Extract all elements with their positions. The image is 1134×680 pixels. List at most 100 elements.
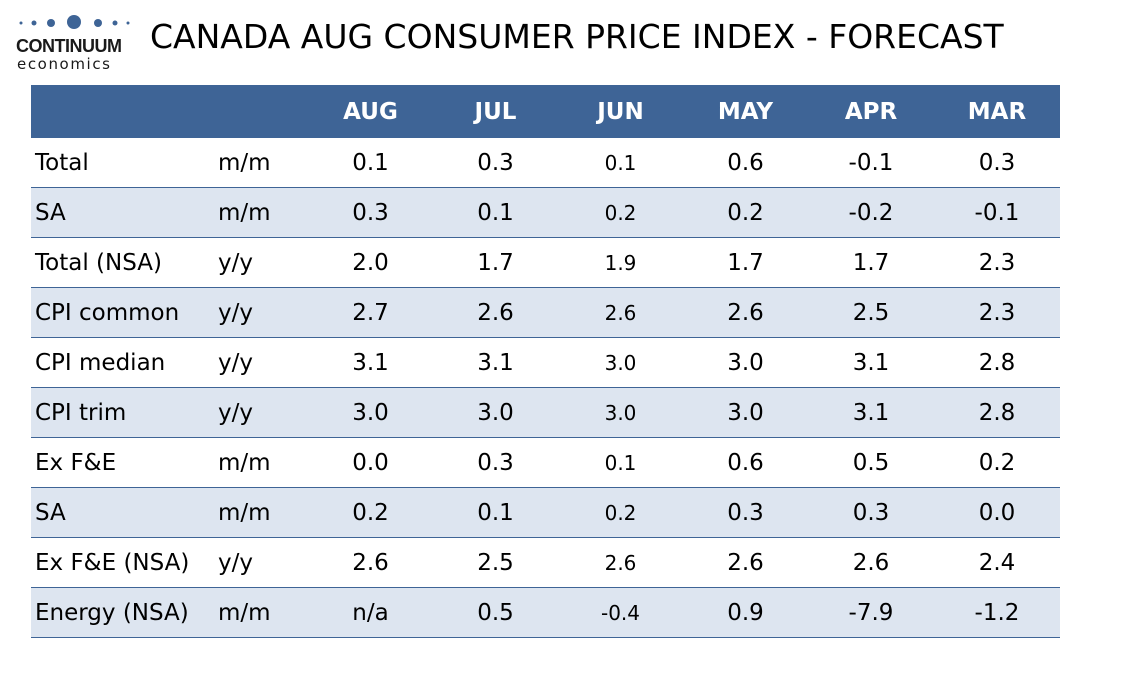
table-row: Total m/m 0.1 0.3 0.1 0.6 -0.1 0.3 bbox=[31, 138, 1060, 188]
table-cell-value: 2.6 bbox=[558, 287, 683, 338]
table-cell-value: 0.0 bbox=[934, 487, 1060, 538]
table-cell-value: 0.1 bbox=[433, 187, 558, 238]
table-row: Total (NSA) y/y 2.0 1.7 1.9 1.7 1.7 2.3 bbox=[31, 237, 1060, 288]
logo-brand: CONTINUUM bbox=[16, 36, 122, 56]
table-row: CPI common y/y 2.7 2.6 2.6 2.6 2.5 2.3 bbox=[31, 287, 1060, 338]
logo-subtitle: economics bbox=[17, 55, 112, 73]
row-unit: y/y bbox=[218, 337, 308, 388]
table-cell-value: 2.6 bbox=[683, 287, 808, 338]
table-cell-value: 0.3 bbox=[433, 437, 558, 488]
table-row: SA m/m 0.3 0.1 0.2 0.2 -0.2 -0.1 bbox=[31, 187, 1060, 238]
column-header: MAR bbox=[934, 85, 1060, 138]
table-cell-value: 0.3 bbox=[433, 138, 558, 188]
table-row: Ex F&E m/m 0.0 0.3 0.1 0.6 0.5 0.2 bbox=[31, 437, 1060, 488]
table-cell-value: 3.1 bbox=[433, 337, 558, 388]
cpi-forecast-table: AUG JUL JUN MAY APR MAR Total m/m 0.1 0.3 0.… bbox=[31, 85, 1060, 638]
row-unit: y/y bbox=[218, 287, 308, 338]
table-cell-value: 3.0 bbox=[433, 387, 558, 438]
table-cell-value: 0.0 bbox=[308, 437, 433, 488]
table-cell-value: 2.3 bbox=[934, 237, 1060, 288]
table-cell-value: -0.1 bbox=[934, 187, 1060, 238]
table-cell-value: n/a bbox=[308, 587, 433, 638]
table-cell-value: 2.7 bbox=[308, 287, 433, 338]
table-row: SA m/m 0.2 0.1 0.2 0.3 0.3 0.0 bbox=[31, 487, 1060, 538]
table-cell-value: 2.3 bbox=[934, 287, 1060, 338]
table-cell-value: 2.4 bbox=[934, 537, 1060, 588]
page-title: CANADA AUG CONSUMER PRICE INDEX - FORECA… bbox=[150, 17, 1004, 56]
row-label: Total bbox=[31, 138, 218, 188]
table-cell-value: 0.2 bbox=[934, 437, 1060, 488]
table-cell-value: 3.0 bbox=[683, 337, 808, 388]
table-cell-value: 3.0 bbox=[308, 387, 433, 438]
table-cell-value: -0.2 bbox=[808, 187, 934, 238]
table-row: CPI trim y/y 3.0 3.0 3.0 3.0 3.1 2.8 bbox=[31, 387, 1060, 438]
table-cell-value: 0.6 bbox=[683, 437, 808, 488]
table-cell-value: 2.8 bbox=[934, 337, 1060, 388]
table-cell-value: 0.6 bbox=[683, 138, 808, 188]
table-cell-value: 3.1 bbox=[808, 387, 934, 438]
column-header: APR bbox=[808, 85, 934, 138]
table-cell-value: -0.1 bbox=[808, 138, 934, 188]
row-label: Total (NSA) bbox=[31, 237, 218, 288]
row-unit: m/m bbox=[218, 487, 308, 538]
table-cell-value: 3.1 bbox=[308, 337, 433, 388]
table-row: Energy (NSA) m/m n/a 0.5 -0.4 0.9 -7.9 -1.2 bbox=[31, 587, 1060, 638]
row-label: Ex F&E bbox=[31, 437, 218, 488]
column-header: JUL bbox=[433, 85, 558, 138]
table-cell-value: 3.0 bbox=[558, 337, 683, 388]
table-cell-value: 0.1 bbox=[558, 437, 683, 488]
table-cell-value: 0.2 bbox=[683, 187, 808, 238]
column-header: JUN bbox=[558, 85, 683, 138]
table-cell-value: 0.3 bbox=[308, 187, 433, 238]
row-unit: m/m bbox=[218, 587, 308, 638]
table-cell-value: 2.8 bbox=[934, 387, 1060, 438]
table-cell-value: 0.5 bbox=[808, 437, 934, 488]
row-unit: y/y bbox=[218, 237, 308, 288]
table-row: CPI median y/y 3.1 3.1 3.0 3.0 3.1 2.8 bbox=[31, 337, 1060, 388]
row-label: Ex F&E (NSA) bbox=[31, 537, 218, 588]
row-label: CPI median bbox=[31, 337, 218, 388]
table-cell-value: 3.1 bbox=[808, 337, 934, 388]
table-cell-value: 3.0 bbox=[558, 387, 683, 438]
table-cell-value: 0.9 bbox=[683, 587, 808, 638]
table-cell-value: 2.5 bbox=[433, 537, 558, 588]
row-unit: m/m bbox=[218, 437, 308, 488]
table-cell-value: 0.1 bbox=[308, 138, 433, 188]
table-cell-value: -1.2 bbox=[934, 587, 1060, 638]
table-cell-value: 0.1 bbox=[433, 487, 558, 538]
header-label-blank bbox=[31, 85, 218, 138]
table-header-row: AUG JUL JUN MAY APR MAR bbox=[31, 85, 1060, 138]
table-cell-value: 0.2 bbox=[558, 487, 683, 538]
table-cell-value: 1.9 bbox=[558, 237, 683, 288]
table-cell-value: 0.2 bbox=[308, 487, 433, 538]
table-cell-value: 1.7 bbox=[433, 237, 558, 288]
table-cell-value: 0.3 bbox=[808, 487, 934, 538]
row-unit: m/m bbox=[218, 138, 308, 188]
table-cell-value: 2.5 bbox=[808, 287, 934, 338]
table-row: Ex F&E (NSA) y/y 2.6 2.5 2.6 2.6 2.6 2.4 bbox=[31, 537, 1060, 588]
table-cell-value: 2.6 bbox=[558, 537, 683, 588]
table-cell-value: -7.9 bbox=[808, 587, 934, 638]
table-cell-value: -0.4 bbox=[558, 587, 683, 638]
header-unit-blank bbox=[218, 85, 308, 138]
table-body: Total m/m 0.1 0.3 0.1 0.6 -0.1 0.3 SA m/m 0.3 0.1 0.… bbox=[31, 138, 1060, 638]
continuum-logo: CONTINUUM economics bbox=[14, 14, 132, 74]
table-cell-value: 3.0 bbox=[683, 387, 808, 438]
table-cell-value: 2.6 bbox=[433, 287, 558, 338]
logo-dots-icon bbox=[19, 15, 130, 29]
table-cell-value: 0.3 bbox=[683, 487, 808, 538]
table-cell-value: 2.6 bbox=[808, 537, 934, 588]
row-label: CPI trim bbox=[31, 387, 218, 438]
row-unit: y/y bbox=[218, 387, 308, 438]
table-cell-value: 0.1 bbox=[558, 138, 683, 188]
table-cell-value: 0.5 bbox=[433, 587, 558, 638]
row-unit: y/y bbox=[218, 537, 308, 588]
column-header: MAY bbox=[683, 85, 808, 138]
table-cell-value: 1.7 bbox=[683, 237, 808, 288]
table-cell-value: 2.6 bbox=[308, 537, 433, 588]
table-cell-value: 2.6 bbox=[683, 537, 808, 588]
row-label: SA bbox=[31, 487, 218, 538]
table-cell-value: 0.3 bbox=[934, 138, 1060, 188]
row-unit: m/m bbox=[218, 187, 308, 238]
table-cell-value: 2.0 bbox=[308, 237, 433, 288]
